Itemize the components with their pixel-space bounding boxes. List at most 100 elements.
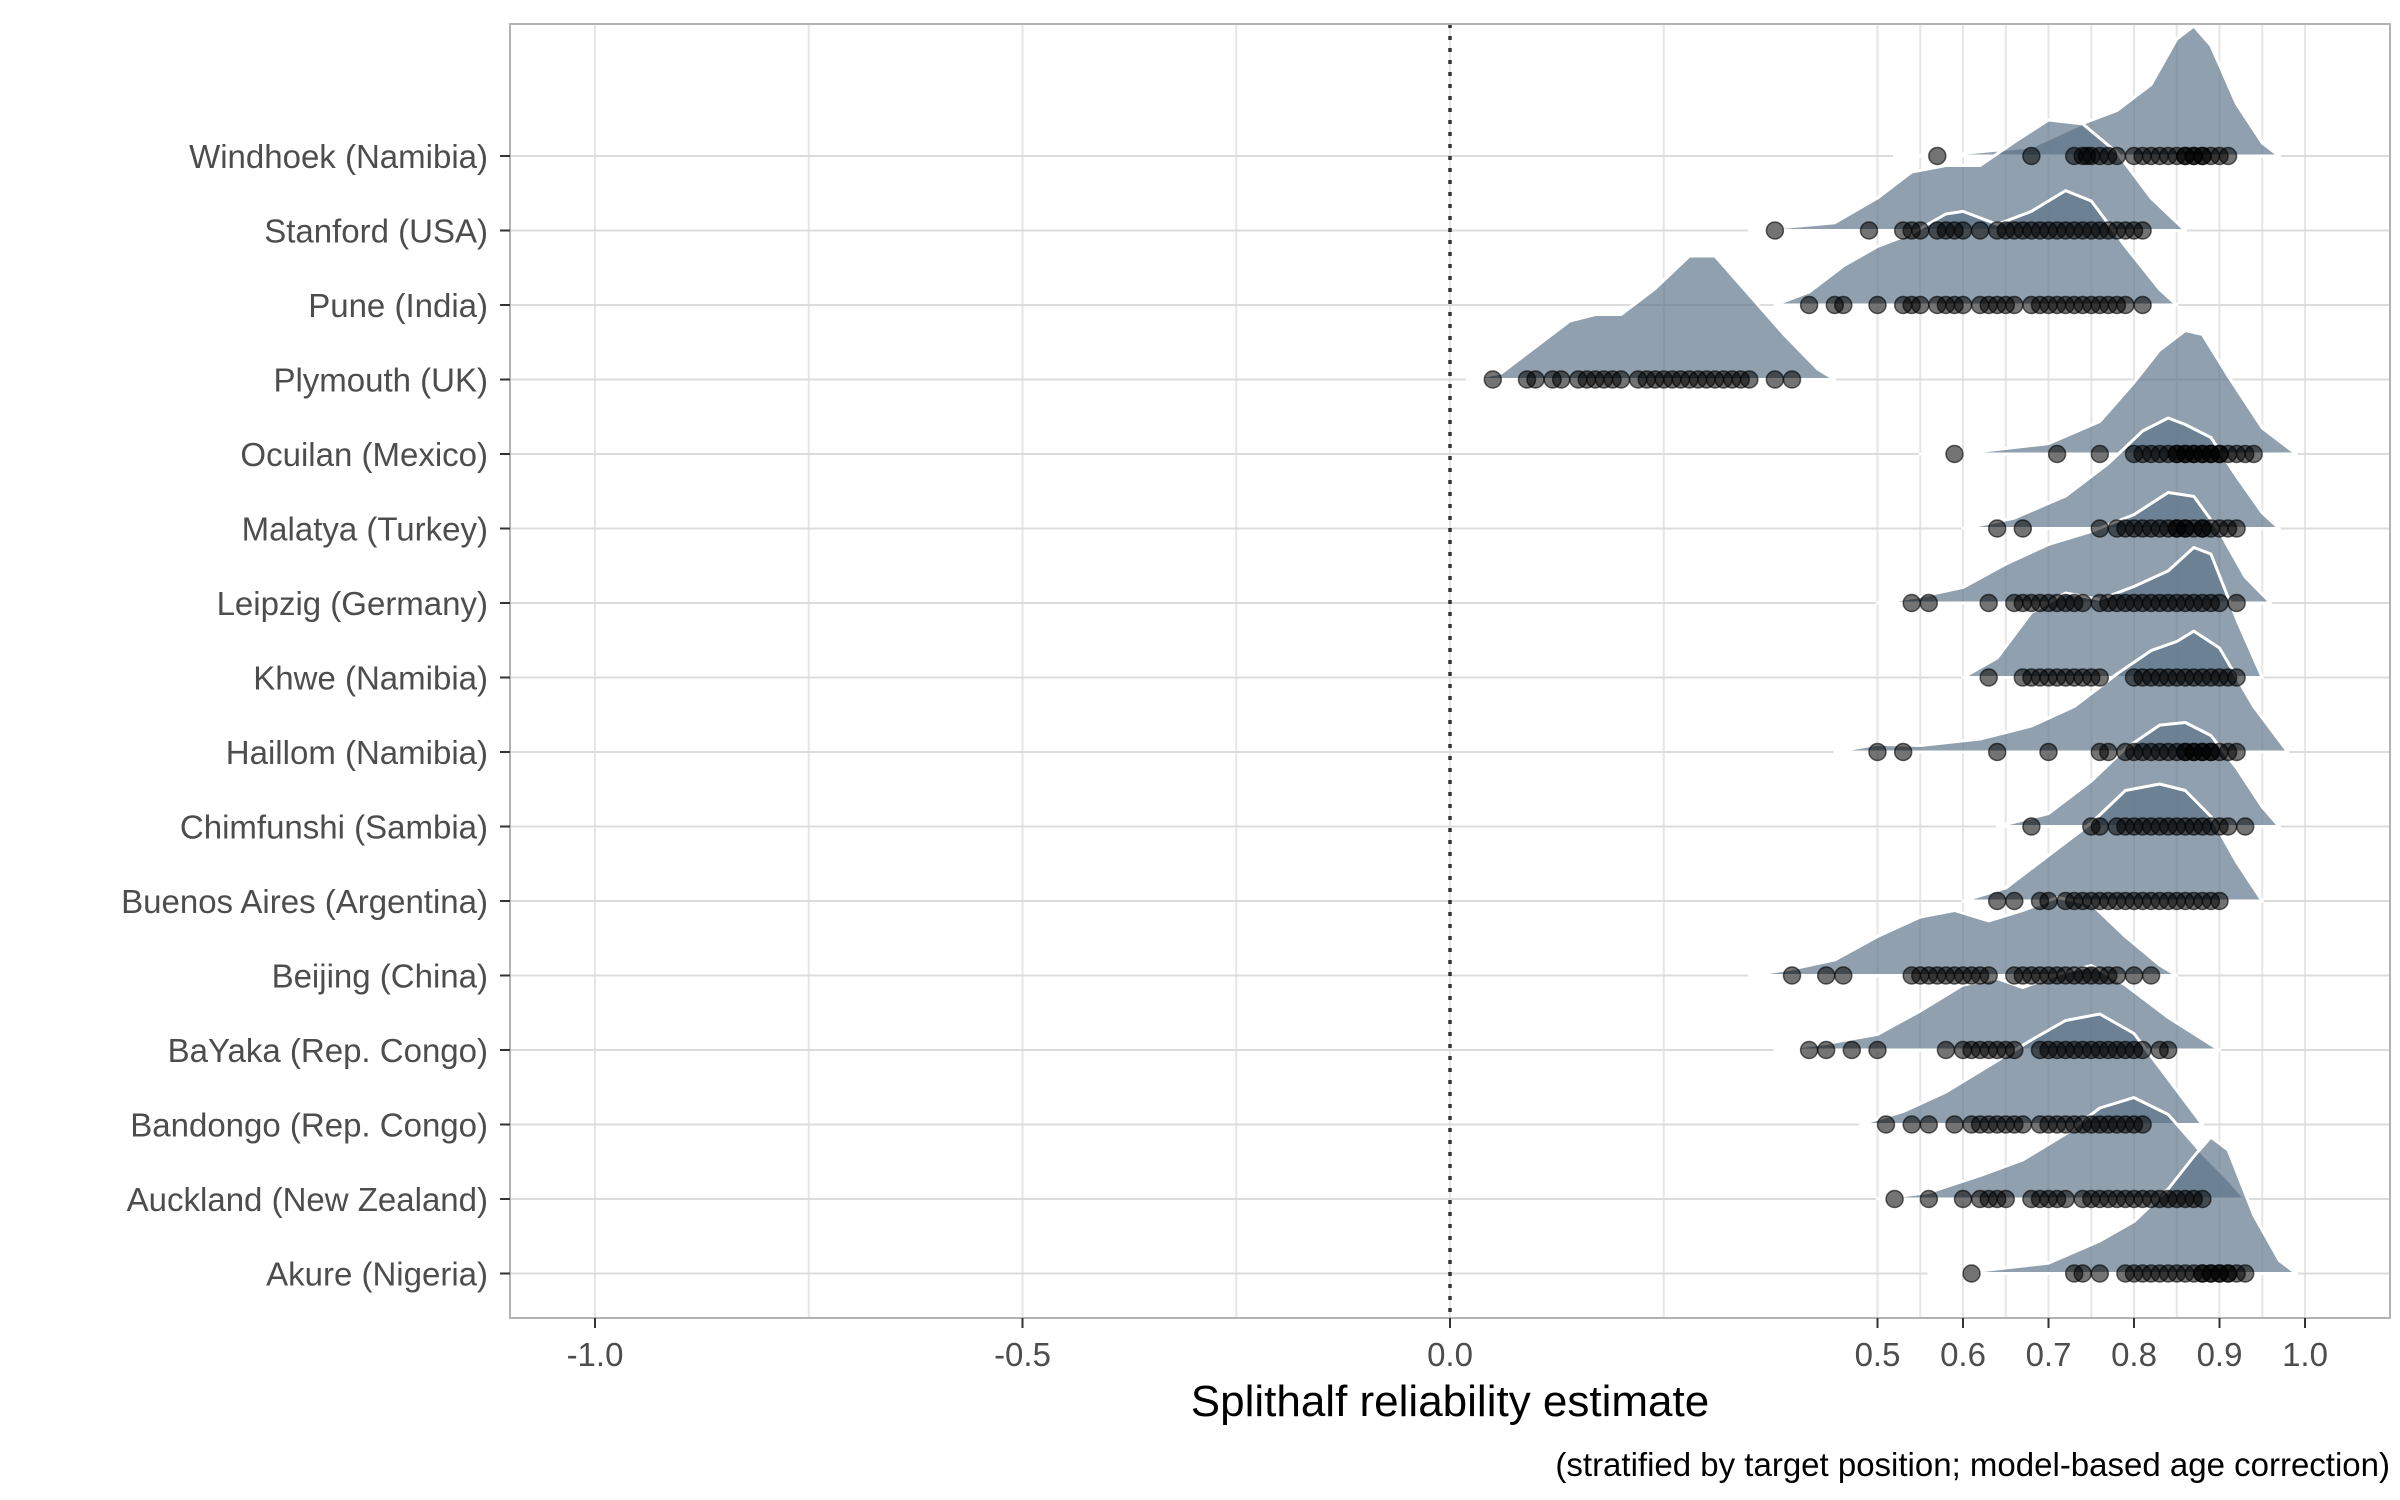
data-point	[2235, 817, 2255, 836]
density-ridge	[1465, 254, 1837, 381]
data-point	[1551, 370, 1571, 389]
data-point	[2090, 444, 2110, 464]
data-point	[1885, 1189, 1904, 1209]
y-tick-label: Ocuilan (Mexico)	[240, 436, 488, 473]
chart-caption: (stratified by target position; model-ba…	[1555, 1446, 2390, 1483]
y-tick-label: Chimfunshi (Sambia)	[180, 809, 488, 846]
data-point	[1987, 519, 2007, 538]
density-ridge	[1773, 189, 2179, 307]
data-point	[2227, 593, 2246, 613]
data-point	[2013, 1115, 2033, 1134]
y-tick-label: Windhoek (Namibia)	[189, 138, 488, 175]
data-point	[1928, 146, 1947, 166]
density-ridges	[1465, 24, 2298, 1275]
data-point	[2107, 146, 2127, 166]
data-point	[2124, 966, 2144, 985]
data-point	[1919, 593, 1939, 613]
data-point	[2013, 519, 2033, 538]
x-tick-label: 0.7	[2026, 1336, 2072, 1373]
data-point	[1834, 966, 1853, 985]
data-point	[1740, 370, 1759, 389]
data-point	[1945, 1115, 1964, 1134]
data-point	[2005, 1040, 2024, 1060]
data-point	[1483, 370, 1503, 389]
data-point	[2090, 668, 2110, 687]
x-tick-label: 0.6	[1940, 1336, 1986, 1373]
data-point	[1868, 295, 1887, 315]
data-point	[2107, 966, 2127, 985]
data-point	[1962, 1264, 1981, 1283]
data-point	[2005, 891, 2024, 911]
data-point	[1911, 221, 1930, 240]
y-tick-label: Beijing (China)	[272, 958, 488, 995]
density-ridge	[1833, 629, 2290, 754]
y-axis-ticks: Windhoek (Namibia) Stanford (USA) Pune (In…	[121, 138, 510, 1293]
data-point	[2005, 295, 2024, 315]
data-point	[1919, 1115, 1939, 1134]
data-point	[2090, 817, 2110, 836]
x-tick-label: 0.5	[1855, 1336, 1901, 1373]
y-tick-label: Plymouth (UK)	[273, 362, 488, 399]
x-tick-label: 0.8	[2111, 1336, 2157, 1373]
data-point	[2193, 1189, 2212, 1209]
data-point	[2090, 1264, 2110, 1283]
data-point	[2090, 519, 2110, 538]
data-point	[1996, 1189, 2016, 1209]
data-point	[1765, 221, 1785, 240]
data-point	[1765, 370, 1785, 389]
data-point	[1842, 1040, 1862, 1060]
y-tick-label: Bandongo (Rep. Congo)	[130, 1107, 488, 1144]
x-tick-label: -1.0	[567, 1336, 624, 1373]
y-tick-label: Buenos Aires (Argentina)	[121, 883, 488, 920]
data-point	[1987, 742, 2007, 762]
data-point	[1816, 1040, 1836, 1060]
x-tick-label: -0.5	[994, 1336, 1051, 1373]
y-tick-label: Haillom (Namibia)	[226, 734, 488, 771]
data-point	[1987, 891, 2007, 911]
data-point	[1979, 966, 1998, 985]
data-point	[2047, 444, 2067, 464]
data-point	[1953, 295, 1973, 315]
data-point	[1816, 966, 1836, 985]
data-point	[2073, 593, 2092, 613]
y-tick-label: Stanford (USA)	[264, 213, 488, 250]
data-point	[1782, 966, 1802, 985]
data-point	[1799, 295, 1819, 315]
data-point	[1868, 1040, 1887, 1060]
data-point	[1979, 668, 1998, 687]
data-point	[2099, 742, 2118, 762]
data-point	[2133, 295, 2152, 315]
data-point	[1834, 295, 1853, 315]
y-tick-label: Akure (Nigeria)	[266, 1256, 488, 1293]
density-ridge	[1961, 782, 2264, 903]
data-point	[1953, 221, 1973, 240]
data-point	[2158, 1040, 2178, 1060]
density-ridge	[1918, 329, 2298, 456]
data-point	[1936, 1040, 1956, 1060]
data-point	[2210, 593, 2229, 613]
y-tick-label: Malatya (Turkey)	[242, 511, 488, 548]
y-tick-label: Pune (India)	[308, 287, 488, 324]
data-point	[1970, 221, 1990, 240]
y-tick-label: Khwe (Namibia)	[253, 660, 488, 697]
x-axis-ticks: -1.0 -0.5 0.0 0.5 0.6 0.7 0.8 0.9 1.0	[567, 1318, 2328, 1373]
y-tick-label: BaYaka (Rep. Congo)	[168, 1032, 488, 1069]
x-tick-label: 0.9	[2197, 1336, 2243, 1373]
data-point	[1919, 1189, 1939, 1209]
data-point	[2056, 1189, 2075, 1209]
data-point	[2039, 891, 2058, 911]
data-point	[2133, 221, 2152, 240]
data-point	[2227, 668, 2246, 687]
data-point	[1611, 370, 1631, 389]
x-tick-label: 0.0	[1427, 1336, 1473, 1373]
data-point	[1782, 370, 1802, 389]
x-tick-label: 1.0	[2282, 1336, 2328, 1373]
data-point	[2039, 742, 2058, 762]
data-point	[2073, 1264, 2092, 1283]
data-point	[1902, 593, 1921, 613]
data-point	[1526, 370, 1545, 389]
data-point	[1902, 1115, 1921, 1134]
data-points	[1483, 146, 2263, 1283]
data-point	[2210, 891, 2229, 911]
